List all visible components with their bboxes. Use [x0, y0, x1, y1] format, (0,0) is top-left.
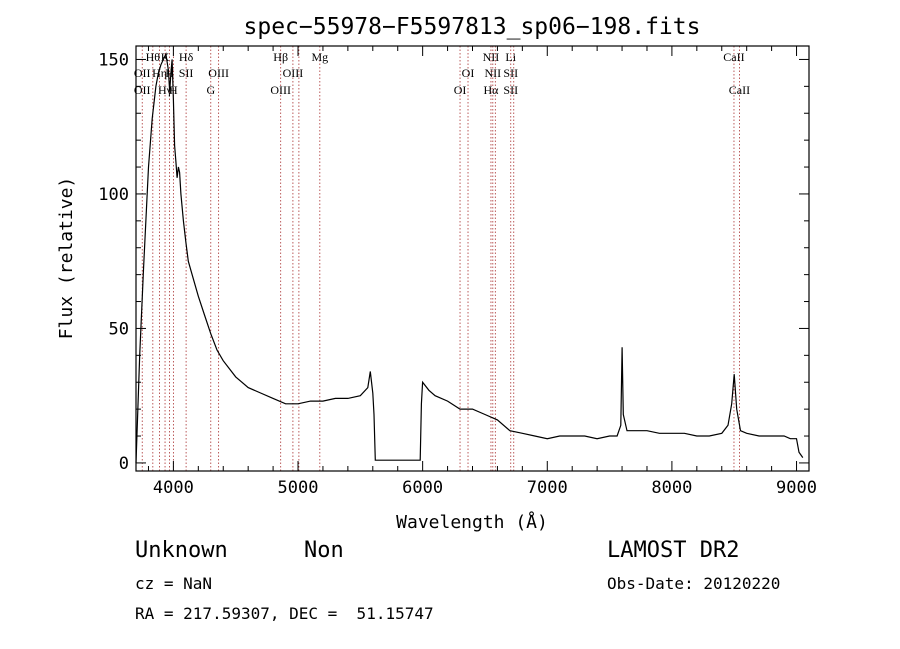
spectral-line-label: CaII [729, 83, 750, 97]
spectral-line-label: K [161, 50, 170, 64]
x-tick-label: 4000 [153, 478, 194, 498]
y-tick-label: 150 [98, 50, 129, 70]
y-tick-label: 50 [109, 319, 129, 339]
plot-frame [135, 45, 810, 472]
survey-name: LAMOST DR2 [607, 538, 740, 563]
spectral-line-label: CaII [723, 50, 744, 64]
spectral-line-label: G [206, 83, 215, 97]
y-tick-label: 100 [98, 185, 129, 205]
x-tick-label: 9000 [776, 478, 817, 498]
y-axis-label: Flux (relative) [56, 177, 77, 340]
spectral-line-label: OIII [283, 66, 304, 80]
redshift-value: cz = NaN [135, 574, 213, 593]
spectral-line-labels-layer: OIIOIIHθHηKHγHHHδSIIGOIIIHβOIIIOIIIMgOIO… [134, 50, 750, 97]
spectrum-line [135, 52, 804, 463]
spectral-line-label: OIII [270, 83, 291, 97]
axis-ticks-layer: 4000 5000 6000 7000 8000 9000 0 50 100 150 [98, 46, 817, 498]
spectral-line-label: H [165, 66, 174, 80]
spectral-line-label: Hδ [179, 50, 194, 64]
spectral-line-label: Hθ [146, 50, 161, 64]
spectral-line-label: SII [503, 83, 518, 97]
chart-title: spec−55978−F5597813_sp06−198.fits [244, 14, 701, 40]
coordinates: RA = 217.59307, DEC = 51.15747 [135, 604, 434, 623]
spectral-line-label: SII [179, 66, 194, 80]
x-tick-label: 5000 [278, 478, 319, 498]
spectral-line-label: SII [503, 66, 518, 80]
spectral-line-label: OI [454, 83, 467, 97]
spectral-line-label: NII [483, 50, 500, 64]
spectral-line-label: OI [462, 66, 475, 80]
spectral-line-label: OII [134, 66, 151, 80]
spectral-line-label: OIII [208, 66, 229, 80]
spectral-lines-layer [141, 46, 740, 471]
spectral-line-label: Li [505, 50, 516, 64]
spectral-line-label: Hβ [273, 50, 288, 64]
object-class: Unknown [135, 538, 228, 563]
x-tick-label: 8000 [651, 478, 692, 498]
spectral-line-label: Hη [152, 66, 167, 80]
x-axis-label: Wavelength (Å) [396, 511, 548, 533]
spectral-line-label: NII [484, 66, 501, 80]
x-tick-label: 7000 [527, 478, 568, 498]
x-tick-label: 6000 [402, 478, 443, 498]
object-subclass: Non [304, 538, 344, 563]
y-tick-label: 0 [119, 454, 129, 474]
spectral-line-label: Mg [311, 50, 328, 64]
observation-date: Obs-Date: 20120220 [607, 574, 781, 593]
spectral-line-label: Hα [483, 83, 499, 97]
